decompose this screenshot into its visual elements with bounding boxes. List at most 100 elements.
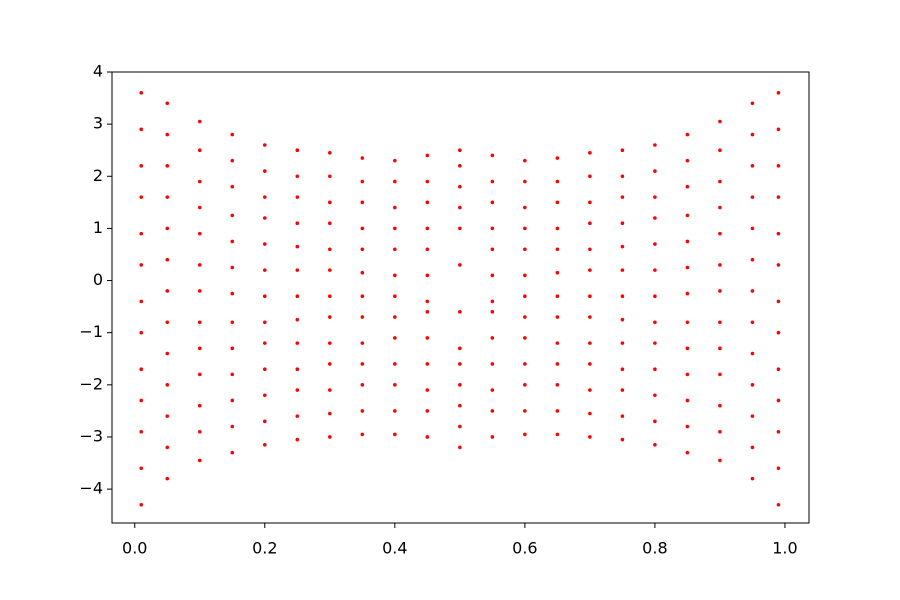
point (425, 153, 430, 158)
point (165, 226, 170, 231)
point (328, 315, 332, 319)
point (620, 244, 625, 249)
point (490, 200, 495, 205)
point (685, 398, 690, 403)
point (685, 372, 690, 377)
point (750, 476, 755, 481)
point (360, 383, 365, 387)
point (230, 213, 235, 218)
point (776, 263, 781, 267)
y-tick-label: 4 (93, 62, 103, 81)
point (139, 398, 144, 403)
point (523, 158, 527, 163)
point (393, 409, 397, 413)
point (620, 388, 625, 392)
point (588, 315, 592, 319)
point (197, 148, 202, 153)
point (360, 315, 365, 319)
point (393, 179, 397, 184)
x-tick-label: 0.6 (512, 539, 537, 558)
point (620, 437, 625, 442)
point (490, 336, 495, 340)
point (776, 91, 781, 95)
point (425, 200, 430, 205)
point (620, 174, 625, 179)
point (750, 445, 755, 450)
point (685, 320, 690, 325)
point (165, 289, 170, 293)
point (523, 336, 527, 340)
plot-frame (111, 71, 810, 524)
point (685, 346, 690, 351)
point (262, 143, 267, 147)
point (230, 239, 235, 244)
point (620, 221, 625, 226)
point (262, 268, 267, 272)
point (653, 242, 657, 246)
point (490, 179, 495, 184)
point (620, 367, 625, 371)
y-tick-label: 1 (93, 218, 103, 237)
point (458, 226, 462, 231)
point (523, 362, 527, 366)
point (490, 247, 495, 252)
point (230, 424, 235, 429)
point (776, 299, 781, 304)
point (165, 476, 170, 481)
point (620, 195, 625, 199)
point (718, 372, 722, 377)
point (262, 393, 267, 398)
point (523, 226, 527, 231)
point (458, 148, 462, 153)
point (295, 341, 300, 345)
point (328, 174, 332, 179)
point (360, 179, 365, 184)
point (328, 200, 332, 205)
point (523, 409, 527, 413)
point (360, 362, 365, 366)
point (620, 148, 625, 153)
point (653, 419, 657, 424)
point (685, 184, 690, 189)
point (360, 409, 365, 413)
point (139, 367, 144, 371)
point (685, 239, 690, 244)
point (555, 270, 560, 275)
point (262, 195, 267, 199)
point (165, 164, 170, 168)
x-tick-label: 0.8 (642, 539, 667, 558)
point (295, 388, 300, 392)
y-tick-label: −2 (79, 374, 103, 393)
point (197, 403, 202, 408)
point (393, 247, 397, 252)
point (393, 158, 397, 163)
point (685, 291, 690, 296)
point (360, 294, 365, 298)
point (139, 231, 144, 236)
point (588, 174, 592, 179)
point (718, 119, 722, 124)
point (230, 398, 235, 403)
point (165, 132, 170, 137)
point (776, 502, 781, 507)
point (165, 101, 170, 106)
point (393, 205, 397, 210)
point (360, 432, 365, 437)
point (588, 341, 592, 345)
point (555, 432, 560, 437)
point (197, 372, 202, 377)
point (360, 270, 365, 275)
point (718, 263, 722, 267)
point (523, 315, 527, 319)
point (139, 466, 144, 471)
point (165, 257, 170, 262)
point (653, 268, 657, 272)
point (425, 226, 430, 231)
point (750, 164, 755, 168)
x-tick-label: 0.0 (122, 539, 147, 558)
point (197, 179, 202, 184)
point (262, 242, 267, 246)
point (425, 299, 430, 304)
point (588, 435, 592, 439)
point (776, 330, 781, 335)
